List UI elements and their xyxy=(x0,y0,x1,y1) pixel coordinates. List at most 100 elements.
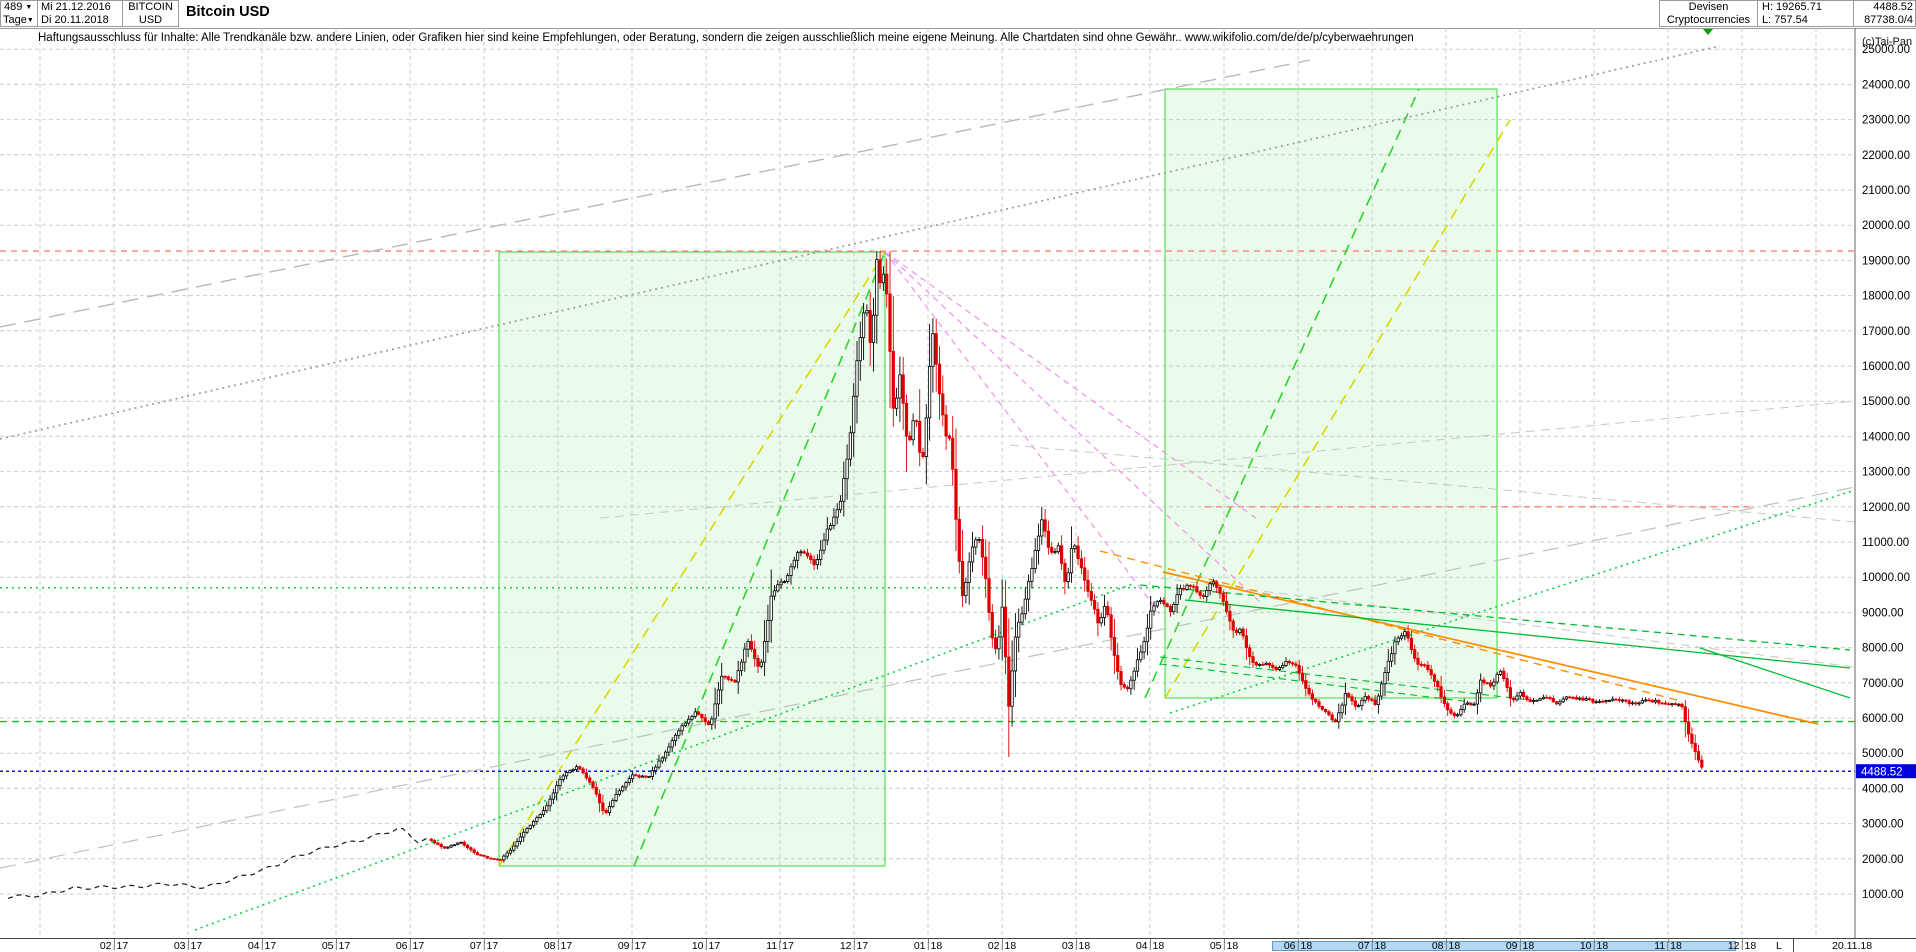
date-axis-label-tick xyxy=(113,941,115,950)
green-dotted-jul17-may18[interactable] xyxy=(194,582,1136,931)
category-line1: Devisen xyxy=(1688,1,1729,13)
orange-resistance-dashed[interactable] xyxy=(1099,550,1678,701)
symbol-name: BITCOIN xyxy=(128,1,173,13)
date-axis-label: 02 18 xyxy=(987,940,1017,952)
price-axis-label: 24000.00 xyxy=(1862,79,1910,91)
date-axis-label: 06 17 xyxy=(395,940,425,952)
fan-pink-3[interactable] xyxy=(884,251,1161,615)
price-axis-label: 2000.00 xyxy=(1862,854,1904,866)
gray-channel-bottom[interactable] xyxy=(0,486,1856,869)
box1-diagonal-yellow[interactable] xyxy=(498,251,886,867)
green-dotted-projection[interactable] xyxy=(1169,489,1856,714)
date-axis-tick xyxy=(1298,939,1299,943)
price-axis-label: 23000.00 xyxy=(1862,115,1910,127)
date-axis-label-tick xyxy=(927,941,929,950)
green-desc-dash-b[interactable] xyxy=(1159,663,1471,703)
high-value: H: 19265.71 xyxy=(1762,1,1822,13)
date-axis-label: 07 17 xyxy=(469,940,499,952)
date-axis-tick xyxy=(854,939,855,943)
bars-count-dropdown[interactable]: 489 ▼ xyxy=(1,1,37,14)
price-axis-label: 6000.00 xyxy=(1862,713,1904,725)
gray-cross-ascending[interactable] xyxy=(599,400,1856,519)
price-axis-label: 11000.00 xyxy=(1862,537,1909,549)
date-axis-tick xyxy=(336,939,337,943)
price-axis-label: 1000.00 xyxy=(1862,889,1904,901)
date-axis-label: 12 18 xyxy=(1727,940,1757,952)
date-axis-label-tick xyxy=(187,941,189,950)
date-range-cell: Mi 21.12.2016 Di 20.11.2018 xyxy=(37,0,123,27)
date-axis-tick xyxy=(114,939,115,943)
date-axis-tick xyxy=(1520,939,1521,943)
gray-descending-low[interactable] xyxy=(1159,577,1856,668)
date-axis-label-tick xyxy=(483,941,485,950)
symbol-cell: BITCOIN USD xyxy=(122,0,179,27)
date-from-field[interactable]: Mi 21.12.2016 xyxy=(41,1,111,13)
date-axis-tick xyxy=(632,939,633,943)
fan-pink-2[interactable] xyxy=(884,251,1261,603)
price-axis-label: 12000.00 xyxy=(1862,502,1910,514)
date-axis-label-tick xyxy=(1149,941,1151,950)
price-axis: 1000.00 2000.00 3000.00 4000.00 5000.00 6000.… xyxy=(1862,44,1910,901)
price-axis-label: 19000.00 xyxy=(1862,255,1910,267)
date-axis-label-tick xyxy=(1445,941,1447,950)
price-axis-label: 13000.00 xyxy=(1862,467,1910,479)
date-axis-tick xyxy=(1446,939,1447,943)
timeframe-value: Tage xyxy=(3,14,27,26)
box1-steep-green[interactable] xyxy=(633,251,886,867)
date-axis-label-tick xyxy=(1667,941,1669,950)
date-axis-label-tick xyxy=(1223,941,1225,950)
date-axis-label-tick xyxy=(1593,941,1595,950)
axis-l-label: L xyxy=(1776,940,1782,952)
bars-timeframe-cell: 489 ▼ Tage▼ xyxy=(0,0,38,27)
date-axis-tick xyxy=(1224,939,1225,943)
last-date-value: 20.11.18 xyxy=(1832,940,1873,952)
price-axis-label: 9000.00 xyxy=(1862,607,1904,619)
quote-values-cell: 4488.52 87738.0/4 xyxy=(1853,0,1916,27)
date-axis-tick xyxy=(780,939,781,943)
gray-channel-top[interactable] xyxy=(0,59,1311,328)
date-axis-label-tick xyxy=(1741,941,1743,950)
date-axis-tick xyxy=(928,939,929,943)
date-axis-label: 07 18 xyxy=(1357,940,1387,952)
date-axis-tick xyxy=(1002,939,1003,943)
disclaimer-text: Haftungsausschluss für Inhalte: Alle Tre… xyxy=(38,32,1414,44)
symbol-currency: USD xyxy=(138,14,163,26)
current-price-tag-value: 4488.52 xyxy=(1861,767,1903,779)
date-axis-label: 09 18 xyxy=(1505,940,1535,952)
date-axis-label: 03 17 xyxy=(173,940,203,952)
timeframe-dropdown[interactable]: Tage▼ xyxy=(1,14,37,27)
projection-2018-box[interactable] xyxy=(1164,88,1498,699)
date-axis-tick xyxy=(706,939,707,943)
date-axis-label-tick xyxy=(853,941,855,950)
date-axis-label: 12 17 xyxy=(839,940,869,952)
date-axis-tick xyxy=(484,939,485,943)
category-dropdown-icon[interactable] xyxy=(1703,29,1713,35)
price-axis-label: 21000.00 xyxy=(1862,185,1910,197)
date-to-field[interactable]: Di 20.11.2018 xyxy=(41,14,109,26)
bars-count-value: 489 xyxy=(4,1,23,13)
green-desc-dash-main[interactable] xyxy=(1139,584,1851,651)
category-cell: Devisen Cryptocurrencies xyxy=(1659,0,1758,27)
date-axis-label-tick xyxy=(335,941,337,950)
gray-cross-descending[interactable] xyxy=(1009,444,1856,523)
page-title: Bitcoin USD xyxy=(186,4,270,20)
date-axis-label-tick xyxy=(409,941,411,950)
chart-canvas[interactable]: 1000.00 2000.00 3000.00 4000.00 5000.00 6000.… xyxy=(0,28,1916,938)
date-axis-tick xyxy=(1594,939,1595,943)
green-desc-dash-a[interactable] xyxy=(1159,656,1531,701)
copyright-label: (c)Tai-Pan xyxy=(1862,36,1912,48)
date-axis-tick xyxy=(1372,939,1373,943)
box2-steep-green[interactable] xyxy=(1144,88,1420,699)
green-desc-solid[interactable] xyxy=(1184,599,1851,669)
price-axis-label: 15000.00 xyxy=(1862,396,1910,408)
price-axis-label: 16000.00 xyxy=(1862,361,1910,373)
gray-trend-dotted[interactable] xyxy=(0,45,1721,440)
date-axis-label-tick xyxy=(779,941,781,950)
date-axis-label: 08 17 xyxy=(543,940,573,952)
date-range-highlight[interactable] xyxy=(1272,941,1736,951)
candlestick-series xyxy=(429,251,1704,863)
green-wedge-solid[interactable] xyxy=(1699,647,1851,699)
date-axis-label: 10 17 xyxy=(691,940,721,952)
price-axis-label: 22000.00 xyxy=(1862,150,1910,162)
